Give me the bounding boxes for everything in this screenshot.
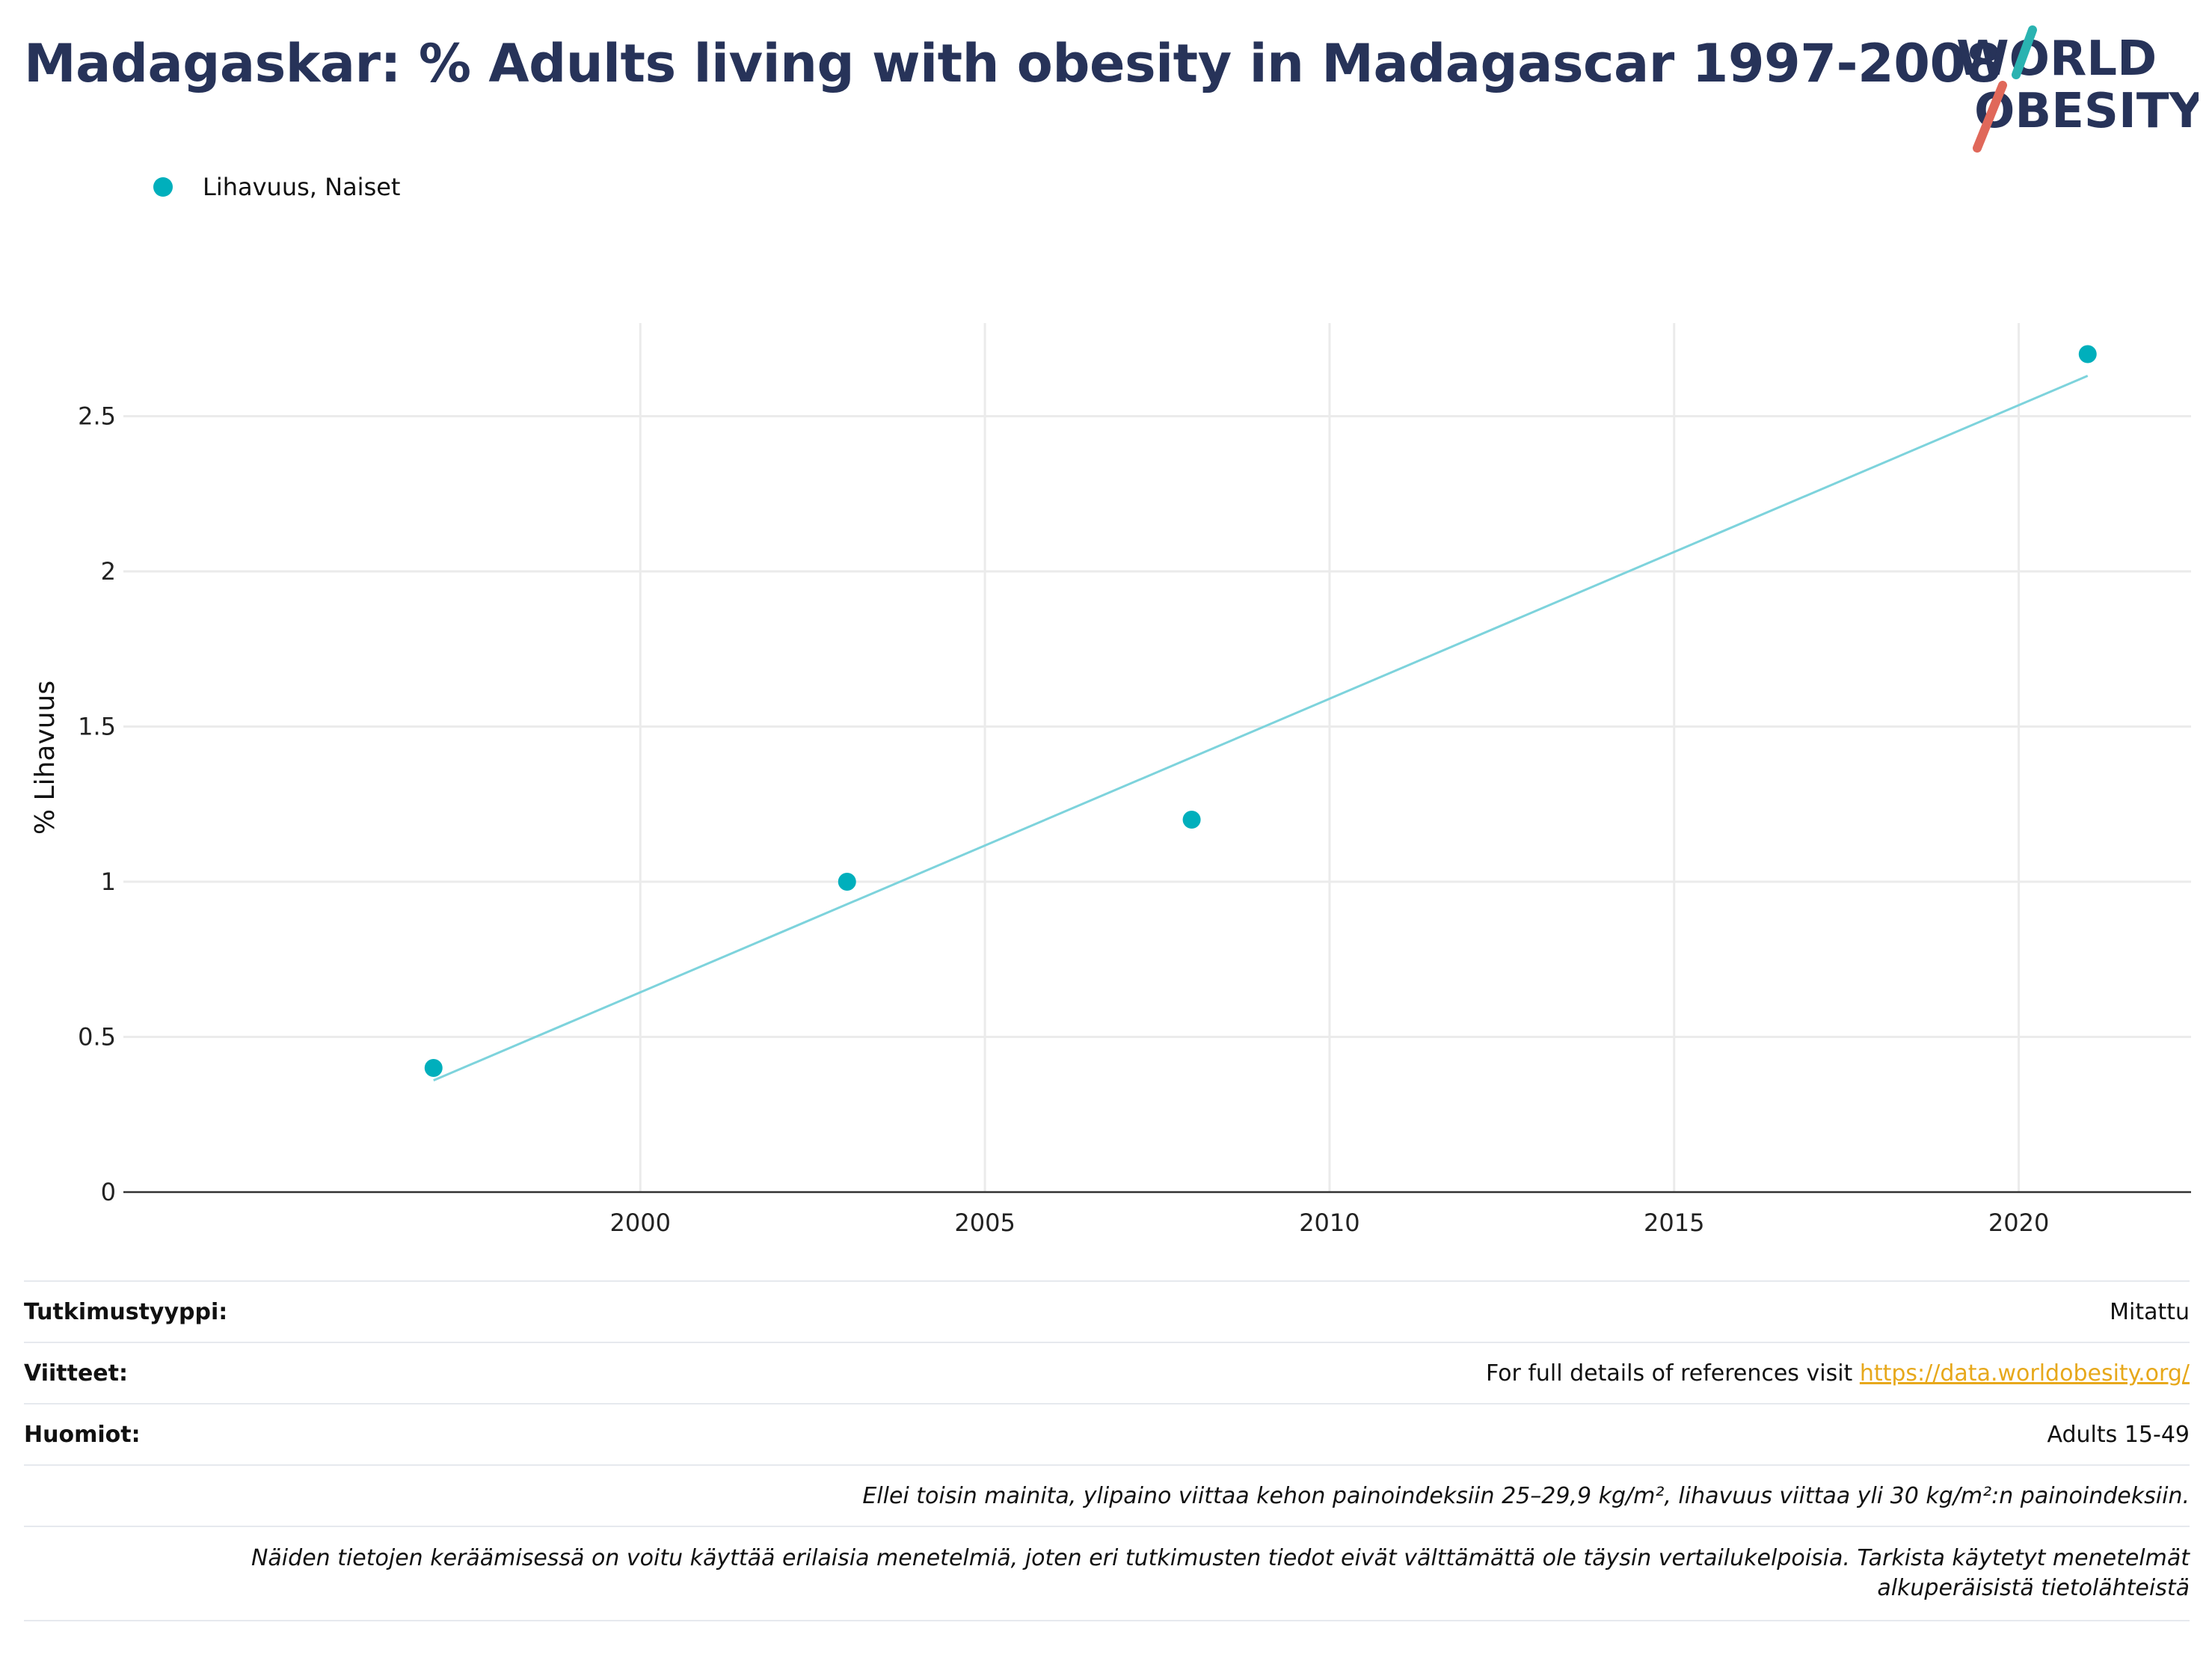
x-tick-label: 2010 — [1299, 1209, 1360, 1237]
y-tick-label: 1.5 — [78, 713, 116, 741]
logo-accent-teal — [2012, 25, 2037, 79]
study-type-value: Mitattu — [2110, 1298, 2190, 1325]
definition-note-row: Ellei toisin mainita, ylipaino viittaa k… — [24, 1464, 2190, 1526]
references-value: For full details of references visit htt… — [1486, 1360, 2190, 1387]
notes-row: Huomiot: Adults 15-49 — [24, 1403, 2190, 1464]
x-tick-label: 2015 — [1644, 1209, 1704, 1237]
data-point — [838, 873, 856, 891]
references-text: For full details of references visit — [1485, 1360, 1860, 1387]
y-tick-label: 0 — [101, 1178, 116, 1206]
y-tick-label: 0.5 — [78, 1023, 116, 1051]
logo-accent-coral — [1973, 81, 2007, 153]
x-tick-label: 2000 — [610, 1209, 671, 1237]
logo-line2: OBESITY — [1974, 84, 2199, 139]
scatter-chart: 2000 2005 2010 2015 2020 0 0.5 1 1.5 2 2.5 % Lihavu… — [30, 323, 2191, 1237]
trend-line — [433, 375, 2089, 1081]
logo-line1: WORLD — [1956, 31, 2157, 87]
legend[interactable]: Lihavuus, Naiset — [153, 171, 400, 203]
data-point — [2078, 345, 2097, 363]
references-link[interactable]: https://data.worldobesity.org/ — [1859, 1360, 2190, 1387]
notes-label: Huomiot: — [24, 1421, 141, 1448]
comparability-note: Näiden tietojen keräämisessä on voitu kä… — [251, 1544, 2190, 1603]
y-tick-label: 2.5 — [78, 402, 116, 431]
comparability-line2: alkuperäisistä tietolähteistä — [1877, 1575, 2190, 1601]
y-axis-label: % Lihavuus — [30, 681, 61, 835]
definition-note: Ellei toisin mainita, ylipaino viittaa k… — [862, 1482, 2190, 1509]
legend-label: Lihavuus, Naiset — [203, 173, 401, 201]
comparability-note-row: Näiden tietojen keräämisessä on voitu kä… — [24, 1526, 2190, 1621]
references-label: Viitteet: — [24, 1360, 128, 1387]
comparability-line1: Näiden tietojen keräämisessä on voitu kä… — [251, 1545, 2190, 1571]
study-type-row: Tutkimustyyppi: Mitattu — [24, 1280, 2190, 1342]
references-row: Viitteet: For full details of references… — [24, 1342, 2190, 1403]
study-type-label: Tutkimustyyppi: — [24, 1298, 228, 1325]
x-tick-label: 2020 — [1988, 1209, 2049, 1237]
y-tick-label: 1 — [101, 868, 116, 896]
x-tick-label: 2005 — [954, 1209, 1015, 1237]
legend-marker — [153, 177, 173, 197]
chart-title: Madagaskar: % Adults living with obesity… — [24, 33, 2002, 94]
info-table: Tutkimustyyppi: Mitattu Viitteet: For fu… — [24, 1280, 2190, 1621]
data-point — [1182, 811, 1201, 829]
data-point — [424, 1059, 443, 1077]
notes-value: Adults 15-49 — [2047, 1421, 2190, 1448]
y-tick-label: 2 — [101, 557, 116, 586]
world-obesity-logo: WORLD OBESITY — [1956, 25, 2199, 153]
